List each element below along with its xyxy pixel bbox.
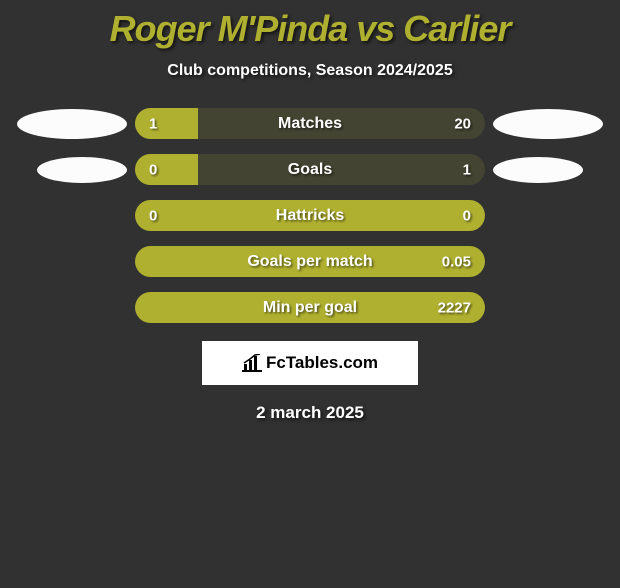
logo-box[interactable]: FcTables.com xyxy=(202,341,418,385)
stat-row: 0 Hattricks 0 xyxy=(0,200,620,231)
stat-value-right: 20 xyxy=(454,115,471,132)
stat-value-right: 2227 xyxy=(438,299,471,316)
stat-bar: 0 Hattricks 0 xyxy=(135,200,485,231)
stat-bar: 1 Matches 20 xyxy=(135,108,485,139)
logo-label: FcTables.com xyxy=(242,353,378,373)
logo-text: FcTables.com xyxy=(266,353,378,373)
stat-bar: Goals per match 0.05 xyxy=(135,246,485,277)
player-right-avatar xyxy=(493,157,583,183)
stat-bar: 0 Goals 1 xyxy=(135,154,485,185)
date-label: 2 march 2025 xyxy=(0,403,620,423)
stat-label: Matches xyxy=(278,115,342,133)
page-subtitle: Club competitions, Season 2024/2025 xyxy=(0,62,620,80)
player-left-avatar xyxy=(17,109,127,139)
player-left-avatar xyxy=(37,157,127,183)
stat-value-left: 0 xyxy=(149,207,157,224)
stat-label: Min per goal xyxy=(263,299,357,317)
stat-value-right: 0 xyxy=(463,207,471,224)
stat-label: Hattricks xyxy=(276,207,344,225)
stat-label: Goals xyxy=(288,161,332,179)
stat-value-left: 1 xyxy=(149,115,157,132)
stat-row: 1 Matches 20 xyxy=(0,108,620,139)
bar-fill-left xyxy=(135,154,198,185)
stat-label: Goals per match xyxy=(247,253,372,271)
stat-value-left: 0 xyxy=(149,161,157,178)
chart-icon xyxy=(242,354,262,372)
stat-row: Goals per match 0.05 xyxy=(0,246,620,277)
stat-row: 0 Goals 1 xyxy=(0,154,620,185)
bar-fill-left xyxy=(135,108,198,139)
player-right-avatar xyxy=(493,109,603,139)
stat-bar: Min per goal 2227 xyxy=(135,292,485,323)
stat-row: Min per goal 2227 xyxy=(0,292,620,323)
stat-value-right: 1 xyxy=(463,161,471,178)
stats-area: 1 Matches 20 0 Goals 1 0 Hattricks 0 Goals per ma… xyxy=(0,108,620,323)
page-title: Roger M'Pinda vs Carlier xyxy=(0,8,620,50)
stat-value-right: 0.05 xyxy=(442,253,471,270)
